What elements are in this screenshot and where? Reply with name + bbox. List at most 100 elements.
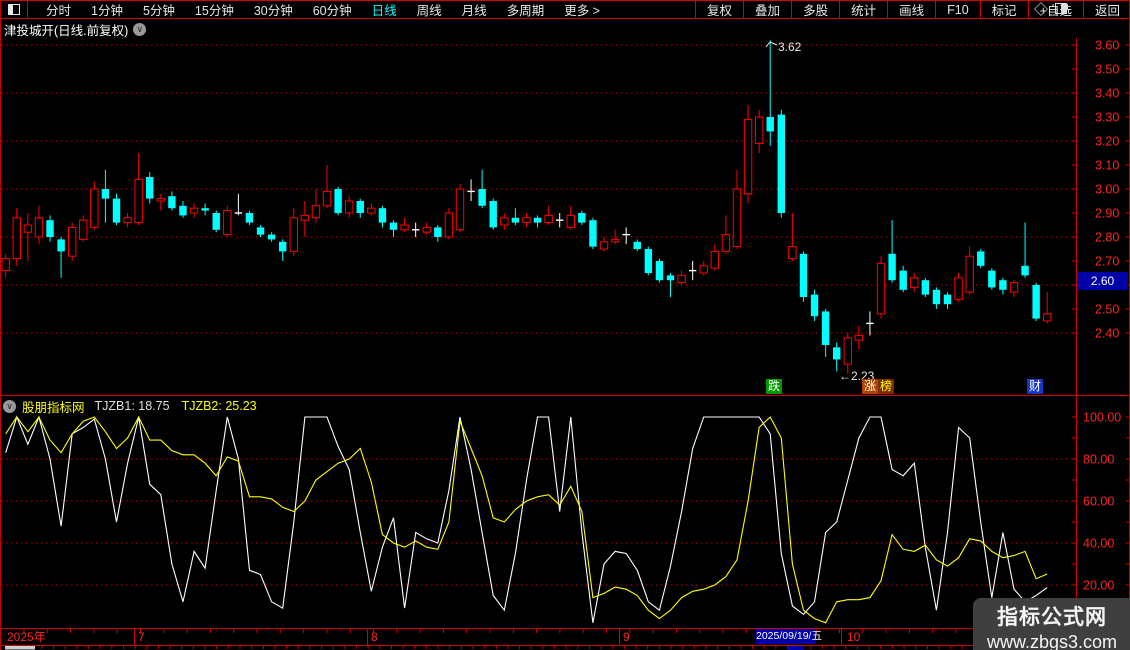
indicator-axis-label: 100.00 xyxy=(1083,411,1121,425)
indicator-axis-label: 60.00 xyxy=(1083,495,1114,509)
action-button-4[interactable]: 画线 xyxy=(887,1,935,18)
candle-down xyxy=(168,196,176,209)
period-tab-9[interactable]: 多周期 xyxy=(506,4,545,18)
candle-up xyxy=(289,217,298,252)
action-button-5[interactable]: F10 xyxy=(935,1,980,18)
candle-up xyxy=(710,250,720,269)
candle-down xyxy=(378,208,387,223)
candle-down xyxy=(799,253,808,297)
candle-up xyxy=(134,178,143,224)
period-toolbar: 分时 1分钟 5分钟 15分钟 30分钟 60分钟 日线 周线 月线 多周期 更多 > 复权 叠加 多股… xyxy=(1,0,1130,19)
watermark-title: 指标公式网 xyxy=(997,606,1107,629)
candle-down xyxy=(146,177,154,199)
action-button-8[interactable]: 返回 xyxy=(1082,1,1130,18)
candle-up xyxy=(599,241,609,250)
candle-down xyxy=(434,227,442,237)
title-bar: 津投城开(日线.前复权) ∨ xyxy=(1,20,1130,38)
chevron-down-icon[interactable]: ∨ xyxy=(3,399,16,413)
period-tab-6[interactable]: 日线 xyxy=(371,4,397,18)
indicator-header: ∨ 股朋指标网 TJZB1: 18.75 TJZB2: 25.23 xyxy=(3,398,257,415)
date-label: 10 xyxy=(847,630,861,644)
candle-up xyxy=(843,337,852,365)
period-tab-0[interactable]: 分时 xyxy=(46,4,72,18)
price-axis-label: 2.40 xyxy=(1095,327,1119,341)
candle-up xyxy=(566,214,575,228)
candle-up xyxy=(610,238,620,243)
candle-down xyxy=(245,213,254,223)
hotlink-badge-0[interactable]: 跌 xyxy=(766,379,783,394)
candle-up xyxy=(344,200,354,214)
candle-up xyxy=(311,205,321,219)
price-axis-label: 2.90 xyxy=(1095,207,1119,221)
hotlink-badge-1[interactable]: 涨 xyxy=(862,379,879,394)
candle-down xyxy=(478,189,486,206)
candle-up xyxy=(1043,313,1052,322)
high-annotation-pointer xyxy=(765,41,778,48)
candle-down xyxy=(810,294,819,317)
high-price-annotation: 3.62 xyxy=(778,40,802,54)
date-label: 2025年 xyxy=(7,630,46,644)
tjzb2-value-label: TJZB2: 25.23 xyxy=(181,399,257,413)
action-button-3[interactable]: 统计 xyxy=(839,1,887,18)
price-axis-label: 3.60 xyxy=(1095,39,1119,53)
candle-down xyxy=(578,213,586,223)
candle-up xyxy=(500,217,509,226)
candle-down xyxy=(821,311,830,345)
candle-down xyxy=(179,205,187,216)
title-right-icons xyxy=(1033,1,1067,16)
candle-down xyxy=(666,275,675,281)
action-button-1[interactable]: 叠加 xyxy=(743,1,791,18)
hotlink-badge-3[interactable]: 财 xyxy=(1027,379,1044,394)
candle-down xyxy=(279,241,287,252)
candle-down xyxy=(777,114,785,213)
action-button-0[interactable]: 复权 xyxy=(695,1,743,18)
period-tab-7[interactable]: 周线 xyxy=(416,4,442,18)
candle-up xyxy=(300,214,310,221)
candle-down xyxy=(1021,265,1029,276)
partial-row-text-fragment xyxy=(5,646,35,650)
candle-up xyxy=(965,255,974,293)
candle-up xyxy=(788,246,797,260)
hotlink-badge-2[interactable]: 榜 xyxy=(878,379,895,394)
candle-up xyxy=(79,219,88,240)
watermark-url: www.zbgs3.com xyxy=(986,632,1118,650)
candle-up xyxy=(1009,282,1019,293)
partial-row-highlight xyxy=(788,646,804,650)
candle-down xyxy=(988,270,996,288)
stock-title[interactable]: 津投城开(日线.前复权) xyxy=(4,23,129,38)
price-axis-label: 3.10 xyxy=(1095,159,1119,173)
candle-up xyxy=(23,224,33,233)
period-tab-8[interactable]: 月线 xyxy=(461,4,487,18)
candle-down xyxy=(57,239,65,252)
candle-up xyxy=(67,226,77,257)
period-tab-3[interactable]: 15分钟 xyxy=(194,4,234,18)
candle-up xyxy=(12,217,21,260)
period-tab-10[interactable]: 更多 > xyxy=(564,4,600,18)
tjzb2-line xyxy=(5,415,1048,624)
period-tab-2[interactable]: 5分钟 xyxy=(142,4,175,18)
candle-down xyxy=(888,253,896,281)
period-tab-4[interactable]: 30分钟 xyxy=(253,4,293,18)
candle-down xyxy=(201,208,209,211)
indicator-axis-label: 20.00 xyxy=(1083,579,1114,593)
action-button-6[interactable]: 标记 xyxy=(979,1,1028,18)
tjzb1-value-label: TJZB1: 18.75 xyxy=(94,399,170,413)
candle-down xyxy=(256,227,265,235)
price-axis-label: 2.50 xyxy=(1095,303,1119,317)
chevron-down-icon[interactable]: ∨ xyxy=(133,22,147,36)
candle-down xyxy=(932,289,941,305)
price-axis-label: 2.80 xyxy=(1095,231,1119,245)
selected-date-box: 2025/09/19/五 xyxy=(756,629,822,644)
period-tab-1[interactable]: 1分钟 xyxy=(91,4,123,18)
panel-split-icon[interactable] xyxy=(1055,3,1067,14)
indicator-axis-label: 40.00 xyxy=(1083,537,1114,551)
layout-toggle-button[interactable] xyxy=(1,1,28,18)
period-tab-5[interactable]: 60分钟 xyxy=(312,4,352,18)
candle-down xyxy=(1032,285,1040,319)
action-button-2[interactable]: 多股 xyxy=(791,1,839,18)
price-axis-label: 3.40 xyxy=(1095,87,1119,101)
candle-down xyxy=(101,189,110,199)
indicator-source-label[interactable]: 股朋指标网 xyxy=(22,400,85,415)
candle-up xyxy=(743,118,753,195)
